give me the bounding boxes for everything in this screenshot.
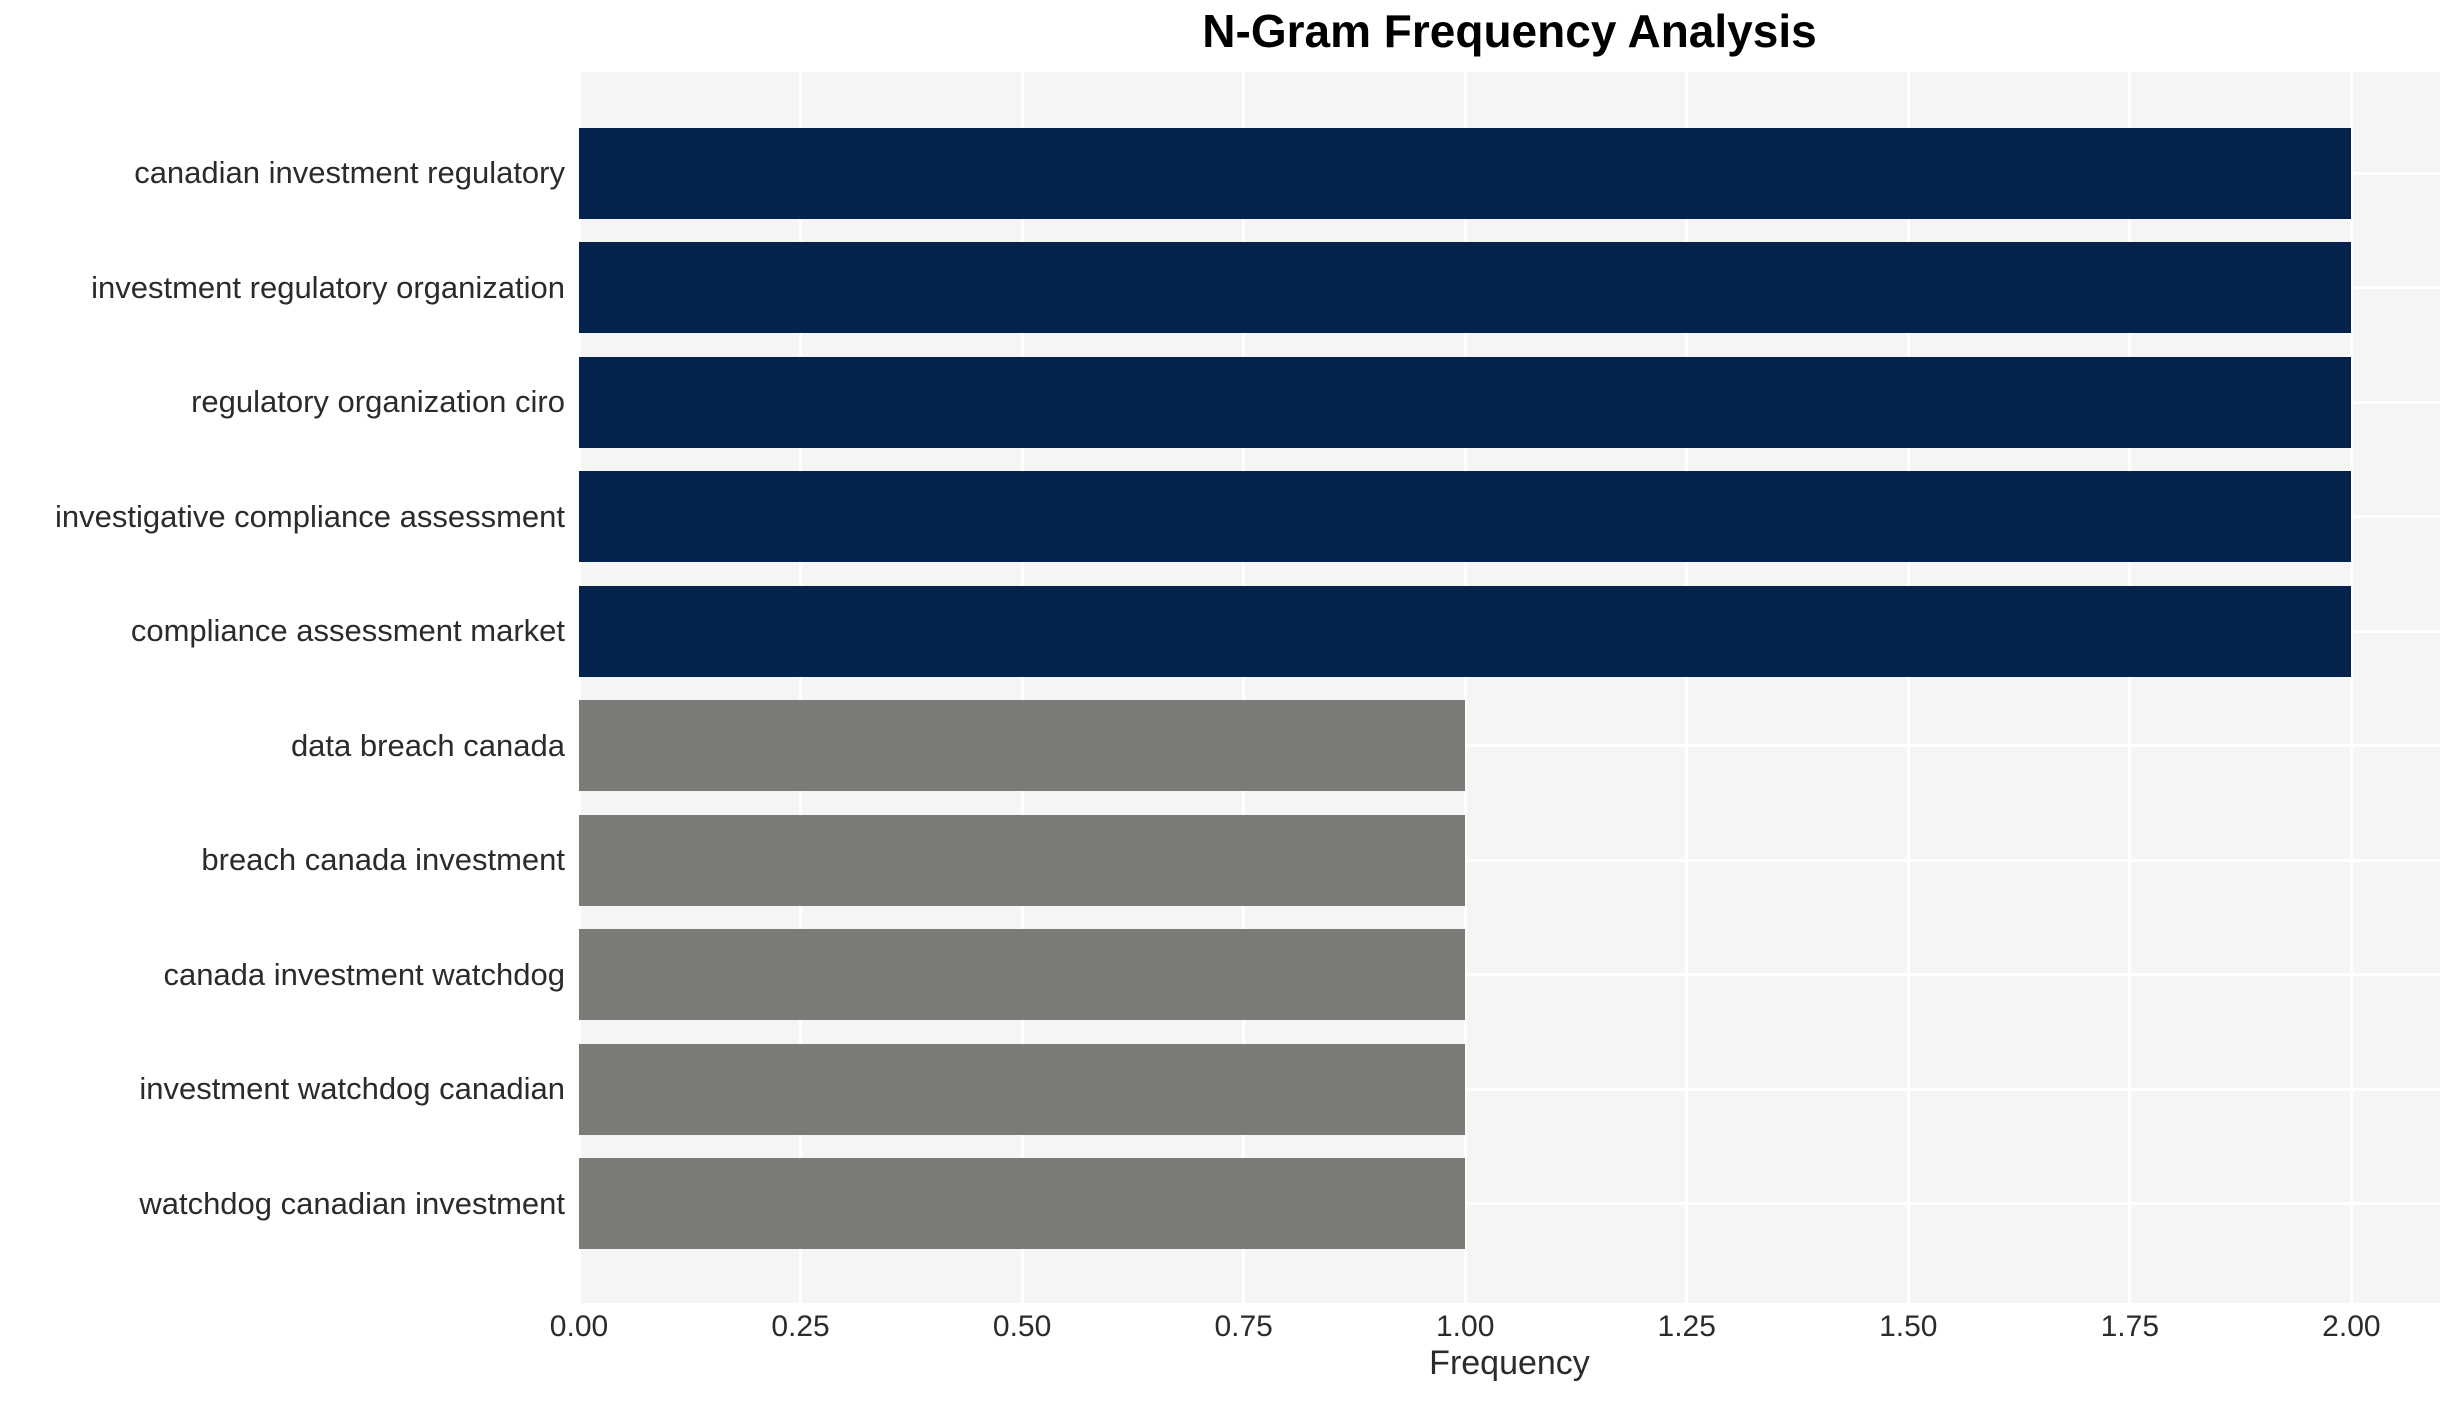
chart-title: N-Gram Frequency Analysis (1202, 5, 1817, 57)
x-tick-label: 0.50 (992, 1310, 1052, 1343)
frequency-bar (579, 1158, 1466, 1249)
y-tick-label: watchdog canadian investment (139, 1185, 565, 1221)
x-tick-label: 1.25 (1657, 1310, 1716, 1343)
horizontal-gridline (579, 1202, 2440, 1205)
y-tick-label: investment watchdog canadian (139, 1071, 565, 1106)
y-tick-label: regulatory organization ciro (191, 384, 565, 419)
y-tick-label: canadian investment regulatory (134, 155, 565, 190)
plot-area (579, 72, 2440, 1303)
vertical-gridline (2128, 72, 2132, 1303)
y-tick-label: investment regulatory organization (91, 269, 565, 305)
x-tick-label: 2.00 (2322, 1310, 2381, 1343)
y-tick-label: canada investment watchdog (163, 956, 565, 992)
vertical-gridline (2349, 72, 2353, 1303)
frequency-bar (579, 700, 1466, 791)
frequency-bar (579, 242, 2352, 333)
horizontal-gridline (579, 744, 2440, 747)
vertical-gridline (579, 72, 581, 1303)
frequency-bar (579, 585, 2352, 677)
y-tick-label: investigative compliance assessment (54, 498, 565, 534)
y-tick-label: data breach canada (290, 727, 565, 763)
horizontal-gridline (579, 1087, 2440, 1091)
y-tick-label: compliance assessment market (130, 613, 565, 648)
vertical-gridline (1020, 72, 1024, 1303)
frequency-bar (579, 929, 1466, 1020)
vertical-gridline (1242, 72, 1246, 1303)
vertical-gridline (1685, 72, 1689, 1303)
frequency-bar (579, 1043, 1466, 1135)
x-tick-label: 1.50 (1879, 1310, 1938, 1343)
y-tick-label: breach canada investment (201, 842, 565, 877)
vertical-gridline (799, 72, 803, 1303)
vertical-gridline (1463, 72, 1467, 1303)
horizontal-gridline (579, 858, 2440, 862)
x-tick-label: 1.00 (1435, 1310, 1495, 1343)
horizontal-gridline (579, 973, 2440, 976)
frequency-bar (579, 471, 2352, 562)
x-tick-label: 0.25 (771, 1310, 830, 1343)
x-tick-label: 1.75 (2100, 1310, 2160, 1343)
vertical-gridline (1906, 72, 1910, 1303)
x-tick-label: 0.75 (1214, 1310, 1273, 1343)
x-tick-label: 0.00 (549, 1310, 609, 1343)
x-axis-label: Frequency (1429, 1344, 1590, 1382)
frequency-bar (579, 814, 1466, 906)
frequency-bar (579, 356, 2352, 448)
frequency-bar (579, 127, 2352, 219)
